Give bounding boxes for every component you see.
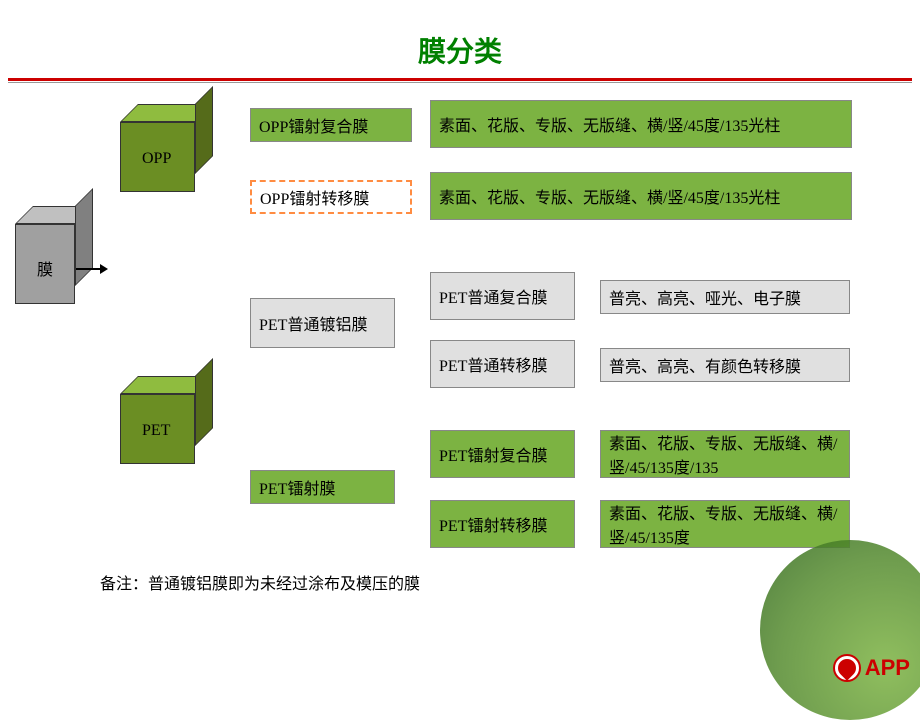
arrow-line (76, 268, 102, 270)
cube-pet-side (195, 358, 213, 446)
box-pet-normal-al: PET普通镀铝膜 (250, 298, 395, 348)
note-text: 备注：普通镀铝膜即为未经过涂布及模压的膜 (100, 570, 420, 594)
box-pet-normal-trans: PET普通转移膜 (430, 340, 575, 388)
logo-text: APP (865, 655, 910, 681)
cube-opp-label: OPP (142, 150, 171, 168)
logo: APP (833, 654, 910, 682)
leaf-decoration (760, 540, 920, 720)
box-opp-laser-trans: OPP镭射转移膜 (250, 180, 412, 214)
box-pet-detail-1: 普亮、高亮、哑光、电子膜 (600, 280, 850, 314)
cube-mo-side (75, 188, 93, 286)
box-pet-detail-3: 素面、花版、专版、无版缝、横/竖/45/135度/135 (600, 430, 850, 478)
arrow-head (100, 264, 108, 274)
box-opp-detail-2: 素面、花版、专版、无版缝、横/竖/45度/135光柱 (430, 172, 852, 220)
cube-mo-label: 膜 (37, 256, 53, 280)
divider-line (8, 78, 912, 81)
box-pet-detail-2: 普亮、高亮、有颜色转移膜 (600, 348, 850, 382)
cube-opp-side (195, 86, 213, 174)
box-pet-laser-comp: PET镭射复合膜 (430, 430, 575, 478)
box-pet-laser-trans: PET镭射转移膜 (430, 500, 575, 548)
box-opp-detail-1: 素面、花版、专版、无版缝、横/竖/45度/135光柱 (430, 100, 852, 148)
box-pet-detail-4: 素面、花版、专版、无版缝、横/竖/45/135度 (600, 500, 850, 548)
logo-icon (833, 654, 861, 682)
box-pet-laser: PET镭射膜 (250, 470, 395, 504)
box-pet-normal-comp: PET普通复合膜 (430, 272, 575, 320)
page-title: 膜分类 (0, 0, 920, 70)
cube-pet-label: PET (142, 422, 170, 440)
box-opp-laser-comp: OPP镭射复合膜 (250, 108, 412, 142)
